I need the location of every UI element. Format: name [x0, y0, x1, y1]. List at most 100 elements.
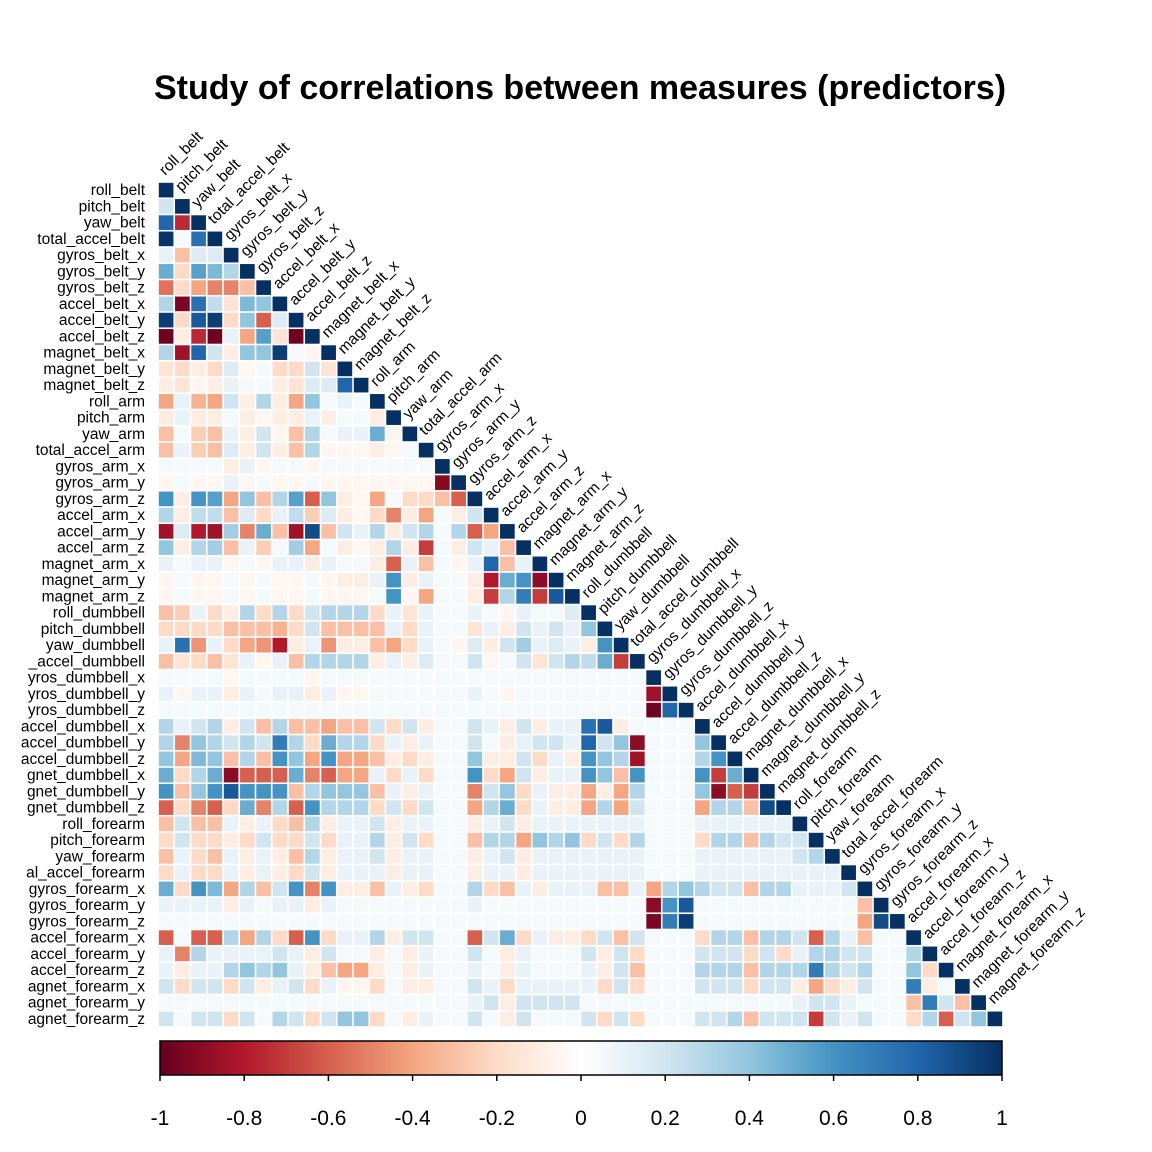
- corr-cell-magnet_dumbbell_x-magnet_belt_z: [353, 767, 369, 783]
- corr-cell-accel_forearm_x-accel_forearm_x: [906, 930, 921, 945]
- corr-cell-gyros_forearm_x-gyros_belt_x: [223, 881, 239, 897]
- corr-cell-total_accel_dumbbell-magnet_belt_x: [321, 654, 336, 669]
- corr-cell-gyros_forearm_z-roll_forearm: [792, 914, 808, 929]
- corr-cell-accel_forearm_y-gyros_dumbbell_z: [678, 946, 694, 962]
- corr-cell-accel_arm_x-accel_belt_y: [288, 507, 304, 523]
- corr-cell-gyros_arm_y-magnet_belt_y: [337, 475, 353, 490]
- corr-cell-accel_arm_x-total_accel_arm: [418, 507, 434, 523]
- corr-cell-accel_forearm_y-gyros_belt_z: [256, 946, 271, 962]
- corr-cell-gyros_forearm_y-magnet_arm_z: [565, 897, 580, 913]
- corr-cell-gyros_forearm_y-accel_belt_y: [288, 897, 304, 913]
- corr-cell-accel_arm_x-accel_arm_x: [483, 507, 499, 523]
- corr-cell-gyros_forearm_y-gyros_arm_z: [467, 897, 483, 913]
- corr-cell-magnet_dumbbell_x-pitch_belt: [175, 767, 190, 783]
- corr-cell-magnet_dumbbell_x-magnet_belt_y: [337, 767, 353, 783]
- corr-cell-accel_dumbbell_z-pitch_belt: [175, 751, 190, 767]
- corr-cell-yaw_forearm-gyros_arm_x: [435, 849, 450, 864]
- corr-cell-gyros_dumbbell_z-yaw_arm: [402, 702, 418, 718]
- corr-cell-roll_dumbbell-accel_belt_z: [305, 605, 320, 620]
- corr-cell-magnet_forearm_x-accel_belt_z: [305, 979, 320, 994]
- corr-cell-gyros_dumbbell_x-gyros_belt_y: [240, 670, 255, 685]
- corr-cell-accel_dumbbell_x-gyros_dumbbell_z: [678, 719, 694, 734]
- corr-cell-roll_forearm-magnet_arm_y: [548, 816, 564, 832]
- corr-cell-accel_forearm_y-roll_forearm: [792, 946, 808, 962]
- corr-cell-accel_forearm_x-gyros_arm_z: [467, 930, 483, 945]
- corr-cell-yaw_forearm-roll_dumbbell: [581, 849, 596, 864]
- corr-cell-magnet_arm_y-accel_arm_y: [500, 572, 515, 588]
- corr-cell-gyros_forearm_z-pitch_belt: [175, 914, 190, 929]
- corr-cell-accel_dumbbell_x-gyros_dumbbell_y: [662, 719, 678, 734]
- corr-cell-yaw_dumbbell-total_accel_arm: [418, 637, 434, 653]
- corr-cell-pitch_dumbbell-roll_dumbbell: [581, 621, 596, 637]
- corr-cell-magnet_arm_x-gyros_belt_x: [223, 556, 239, 572]
- corr-cell-pitch_dumbbell-pitch_arm: [386, 621, 401, 637]
- corr-cell-pitch_forearm-magnet_dumbbell_y: [760, 832, 775, 848]
- row-label-gyros_dumbbell_x: yros_dumbbell_x: [28, 670, 145, 687]
- corr-cell-gyros_arm_y-yaw_belt: [191, 475, 206, 490]
- corr-cell-yaw_dumbbell-yaw_dumbbell: [613, 637, 629, 653]
- corr-cell-accel_arm_x-gyros_arm_y: [451, 507, 466, 523]
- corr-cell-accel_dumbbell_x-roll_arm: [370, 719, 385, 734]
- corr-cell-pitch_arm-pitch_arm: [386, 410, 401, 425]
- corr-cell-pitch_arm-roll_belt: [158, 410, 174, 425]
- row-label-accel_forearm_x: accel_forearm_x: [30, 930, 145, 947]
- corr-cell-magnet_belt_z-gyros_belt_y: [240, 377, 255, 393]
- corr-cell-accel_forearm_z-magnet_arm_z: [565, 962, 580, 978]
- corr-cell-magnet_dumbbell_x-gyros_belt_y: [240, 767, 255, 783]
- corr-cell-accel_forearm_z-gyros_belt_x: [223, 962, 239, 978]
- corr-cell-magnet_dumbbell_z-gyros_arm_y: [451, 800, 466, 815]
- corr-cell-accel_dumbbell_z-gyros_belt_z: [256, 751, 271, 767]
- corr-cell-total_accel_arm-gyros_belt_y: [240, 442, 255, 458]
- corr-cell-pitch_forearm-gyros_arm_z: [467, 832, 483, 848]
- corr-cell-roll_forearm-pitch_dumbbell: [597, 816, 613, 832]
- corr-cell-magnet_belt_x-pitch_belt: [175, 345, 190, 360]
- corr-cell-accel_forearm_x-yaw_forearm: [825, 930, 840, 945]
- corr-cell-accel_forearm_y-roll_arm: [370, 946, 385, 962]
- corr-cell-magnet_arm_y-magnet_belt_z: [353, 572, 369, 588]
- corr-cell-accel_arm_y-yaw_arm: [402, 524, 418, 539]
- corr-cell-gyros_dumbbell_z-accel_belt_x: [272, 702, 288, 718]
- corr-cell-pitch_belt-roll_belt: [158, 199, 174, 214]
- corr-cell-magnet_arm_z-accel_belt_z: [305, 589, 320, 604]
- corr-cell-yaw_forearm-magnet_dumbbell_z: [776, 849, 791, 864]
- corr-cell-accel_arm_y-accel_arm_x: [483, 524, 499, 539]
- corr-cell-total_accel_forearm-accel_belt_x: [272, 865, 288, 880]
- row-label-magnet_arm_y: magnet_arm_y: [42, 572, 146, 589]
- corr-cell-total_accel_dumbbell-gyros_belt_x: [223, 654, 239, 669]
- corr-cell-gyros_dumbbell_z-gyros_belt_y: [240, 702, 255, 718]
- corr-cell-gyros_dumbbell_z-total_accel_belt: [207, 702, 223, 718]
- corr-cell-roll_arm-roll_belt: [158, 394, 174, 409]
- corr-cell-magnet_belt_z-yaw_belt: [191, 377, 206, 393]
- corr-cell-pitch_arm-gyros_belt_z: [256, 410, 271, 425]
- corr-cell-gyros_dumbbell_z-pitch_arm: [386, 702, 401, 718]
- corr-cell-gyros_dumbbell_x-gyros_arm_z: [467, 670, 483, 685]
- corr-cell-gyros_forearm_z-gyros_belt_x: [223, 914, 239, 929]
- corr-cell-accel_dumbbell_z-roll_arm: [370, 751, 385, 767]
- corr-cell-pitch_dumbbell-magnet_arm_y: [548, 621, 564, 637]
- corr-cell-gyros_arm_z-total_accel_belt: [207, 491, 223, 507]
- corr-cell-total_accel_forearm-accel_arm_y: [500, 865, 515, 880]
- corr-cell-magnet_belt_x-gyros_belt_x: [223, 345, 239, 360]
- corr-cell-yaw_arm-pitch_arm: [386, 426, 401, 442]
- corr-cell-magnet_forearm_x-gyros_dumbbell_x: [646, 979, 661, 994]
- corr-cell-magnet_belt_x-yaw_belt: [191, 345, 206, 360]
- corr-cell-gyros_arm_y-gyros_belt_y: [240, 475, 255, 490]
- corr-cell-accel_arm_x-roll_arm: [370, 507, 385, 523]
- corr-cell-gyros_forearm_x-accel_arm_x: [483, 881, 499, 897]
- corr-cell-accel_dumbbell_x-gyros_arm_z: [467, 719, 483, 734]
- corr-cell-accel_forearm_y-gyros_arm_x: [435, 946, 450, 962]
- corr-cell-accel_forearm_y-pitch_belt: [175, 946, 190, 962]
- corr-cell-yaw_dumbbell-pitch_arm: [386, 637, 401, 653]
- corr-cell-magnet_arm_y-magnet_arm_y: [548, 572, 564, 588]
- corr-cell-gyros_forearm_x-accel_arm_y: [500, 881, 515, 897]
- corr-cell-roll_dumbbell-accel_belt_y: [288, 605, 304, 620]
- corr-cell-magnet_forearm_z-gyros_forearm_z: [890, 1011, 905, 1027]
- corr-cell-magnet_arm_x-total_accel_belt: [207, 556, 223, 572]
- corr-cell-roll_forearm-accel_arm_z: [516, 816, 531, 832]
- corr-cell-gyros_dumbbell_x-total_accel_belt: [207, 670, 223, 685]
- corr-cell-magnet_forearm_z-gyros_forearm_x: [857, 1011, 873, 1027]
- corr-cell-magnet_forearm_x-accel_dumbbell_z: [727, 979, 743, 994]
- corr-cell-yaw_forearm-accel_belt_z: [305, 849, 320, 864]
- corr-cell-magnet_forearm_z-magnet_forearm_x: [955, 1011, 970, 1027]
- corr-cell-accel_forearm_x-pitch_belt: [175, 930, 190, 945]
